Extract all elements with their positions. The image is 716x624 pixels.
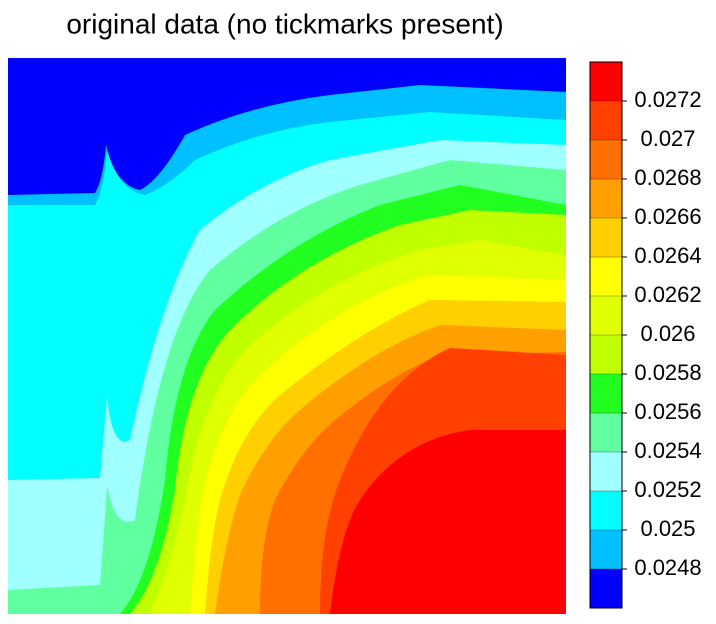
contour-region xyxy=(330,430,566,614)
colorbar-tick-label: 0.027 xyxy=(640,126,695,151)
colorbar-tick-label: 0.026 xyxy=(640,321,695,346)
colorbar-band xyxy=(590,257,622,296)
colorbar-band xyxy=(590,452,622,491)
colorbar-band xyxy=(590,62,622,101)
colorbar-band xyxy=(590,140,622,179)
colorbar-tick-label: 0.025 xyxy=(640,516,695,541)
colorbar-band xyxy=(590,218,622,257)
colorbar-tick-label: 0.0266 xyxy=(634,204,701,229)
colorbar-tick-label: 0.0256 xyxy=(634,399,701,424)
colorbar-band xyxy=(590,530,622,569)
colorbar-band xyxy=(590,374,622,413)
colorbar-band xyxy=(590,491,622,530)
contour-field xyxy=(8,58,566,614)
colorbar-band xyxy=(590,179,622,218)
colorbar-band xyxy=(590,101,622,140)
colorbar-band xyxy=(590,413,622,452)
colorbar-tick-label: 0.0268 xyxy=(634,165,701,190)
colorbar-tick-label: 0.0262 xyxy=(634,282,701,307)
colorbar-band xyxy=(590,296,622,335)
colorbar-tick-label: 0.0252 xyxy=(634,477,701,502)
colorbar-tick-label: 0.0248 xyxy=(634,555,701,580)
colorbar-band xyxy=(590,569,622,608)
chart-title: original data (no tickmarks present) xyxy=(66,8,503,39)
colorbar-tick-label: 0.0264 xyxy=(634,243,701,268)
colorbar-tick-label: 0.0272 xyxy=(634,87,701,112)
colorbar-tick-label: 0.0258 xyxy=(634,360,701,385)
colorbar-band xyxy=(590,335,622,374)
colorbar-tick-label: 0.0254 xyxy=(634,438,701,463)
